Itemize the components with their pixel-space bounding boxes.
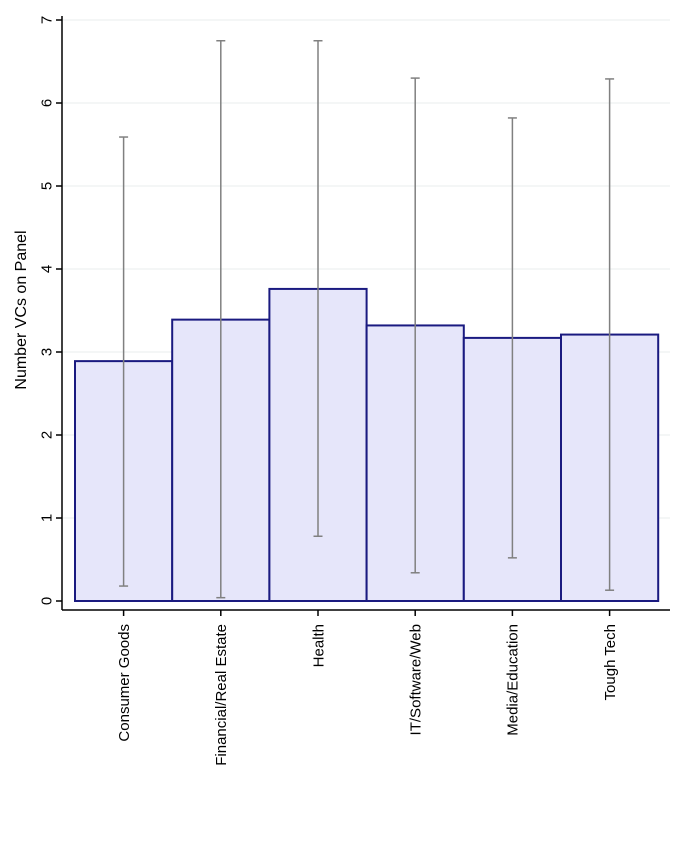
y-tick-label: 1 [38, 514, 55, 522]
y-tick-label: 4 [38, 265, 55, 273]
y-tick-label: 3 [38, 348, 55, 356]
x-ticks: Consumer Goods Financial/Real Estate Healt… [116, 610, 619, 766]
bars [74, 287, 660, 602]
y-tick-label: 2 [38, 431, 55, 439]
y-tick-label: 6 [38, 99, 55, 107]
x-tick-label: IT/Software/Web [407, 624, 424, 735]
x-tick-label: Media/Education [505, 624, 522, 736]
y-axis-title: Number VCs on Panel [13, 230, 30, 389]
error-bar [410, 77, 420, 574]
error-bar [313, 40, 323, 538]
x-tick-label: Health [310, 624, 327, 667]
error-bars [119, 40, 615, 599]
x-tick-label: Tough Tech [602, 624, 619, 700]
y-tick-label: 5 [38, 182, 55, 190]
y-tick-label: 7 [38, 16, 55, 24]
y-tick-label: 0 [38, 597, 55, 605]
x-tick-label: Consumer Goods [116, 624, 133, 742]
error-bar [507, 117, 517, 559]
y-ticks: 0 1 2 3 4 5 6 7 [38, 16, 62, 605]
error-bar [119, 136, 129, 587]
error-bar [605, 78, 615, 591]
axes [61, 16, 670, 611]
error-bar [216, 40, 226, 599]
x-tick-label: Financial/Real Estate [213, 624, 230, 766]
